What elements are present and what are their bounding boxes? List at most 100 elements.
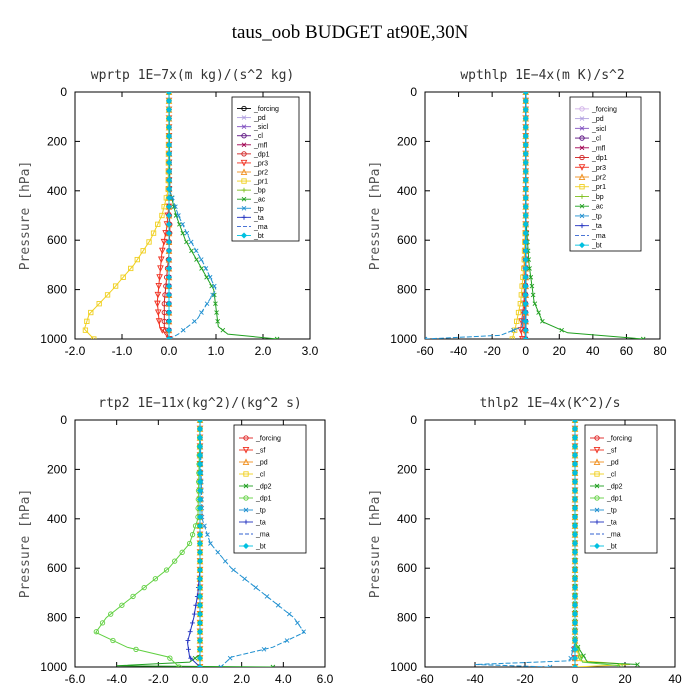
data-point [617,663,623,667]
series-tp [166,92,217,339]
y-axis-label: Pressure [hPa] [368,489,383,599]
data-point [152,576,159,582]
legend-entry: _bt [575,242,602,250]
data-point [581,653,586,659]
data-point [104,292,111,298]
x-tick-label: 80 [653,344,667,358]
data-point [203,266,209,271]
legend-marker [594,435,600,441]
data-point [196,496,204,503]
data-point [571,655,579,662]
data-point [522,115,529,122]
y-tick-label: 400 [47,184,67,198]
data-point [571,602,579,609]
legend-entry: _ma [237,224,268,231]
data-point [286,611,292,617]
legend-box [584,424,658,554]
data-point [165,159,173,166]
data-point [532,301,538,307]
data-point [160,238,168,246]
data-point [196,584,204,591]
data-point [167,655,173,661]
data-point [571,443,579,450]
data-point [165,106,173,113]
data-point [274,336,280,339]
data-point [571,496,579,503]
series-bt [571,420,579,667]
data-point [165,327,173,334]
data-point [571,558,579,565]
y-tick-label: 200 [397,462,417,476]
legend-marker [243,435,249,441]
panel-title: thlp2 1E−4x(K^2)/s [480,396,621,411]
data-point [571,487,579,494]
legend-marker [579,203,585,209]
x-tick-label: 0.0 [161,344,178,358]
x-tick-label: -6.0 [65,672,86,686]
data-point [571,593,579,600]
series-dp1 [93,420,203,667]
data-point [253,585,259,590]
x-tick-label: 2.0 [233,672,250,686]
data-point [165,230,173,237]
data-point [189,532,196,538]
data-point [91,336,97,339]
data-point [165,92,173,96]
data-point [154,291,162,299]
legend-label: _mfl [253,142,268,149]
legend-label: _pr2 [591,175,606,182]
data-point [108,611,114,617]
data-point [196,575,204,582]
data-point [196,522,204,529]
y-tick-label: 600 [47,561,67,575]
data-point [165,133,173,140]
data-point [155,221,161,227]
data-point [571,420,579,424]
x-tick-label: 60 [620,344,634,358]
data-point [220,327,226,333]
y-tick-label: 0 [410,413,417,427]
legend-entry: _mfl [575,145,606,152]
x-tick-label: 2.0 [255,344,272,358]
data-point [509,336,515,339]
data-point [199,310,204,315]
legend-label: _pd [606,460,619,467]
legend-entry: _tp [239,508,266,515]
data-point [198,257,204,262]
legend-marker [579,213,585,219]
legend-entry: _pd [237,115,266,122]
y-tick-label: 800 [397,611,417,625]
data-point [196,619,204,626]
data-point [231,567,236,573]
data-point [165,212,173,219]
legend-marker [243,483,249,489]
legend-entry: _cl [575,135,601,143]
data-point [640,336,646,339]
legend-marker [593,446,601,454]
legend-entry: _ma [590,532,621,539]
data-point [155,318,163,325]
y-tick-label: 1000 [390,660,417,674]
y-tick-label: 1000 [390,332,417,346]
x-tick-label: -40 [450,344,468,358]
data-point [571,522,579,529]
data-point [522,265,529,272]
data-point [213,301,218,307]
legend-label: _bp [253,188,266,195]
legend-entry: _cl [237,133,263,140]
legend-entry: _pr3 [237,159,268,167]
y-tick-label: 1000 [40,332,67,346]
data-point [571,549,579,556]
legend-marker [241,214,247,220]
data-point [196,566,204,573]
data-point [522,92,529,96]
data-point [522,283,529,290]
legend-marker [241,133,247,139]
legend-marker [579,184,585,190]
series-line [95,420,201,667]
data-point [196,478,204,485]
legend-marker [243,471,249,477]
legend-marker [578,164,586,171]
data-point [522,186,529,193]
data-point [547,664,553,667]
